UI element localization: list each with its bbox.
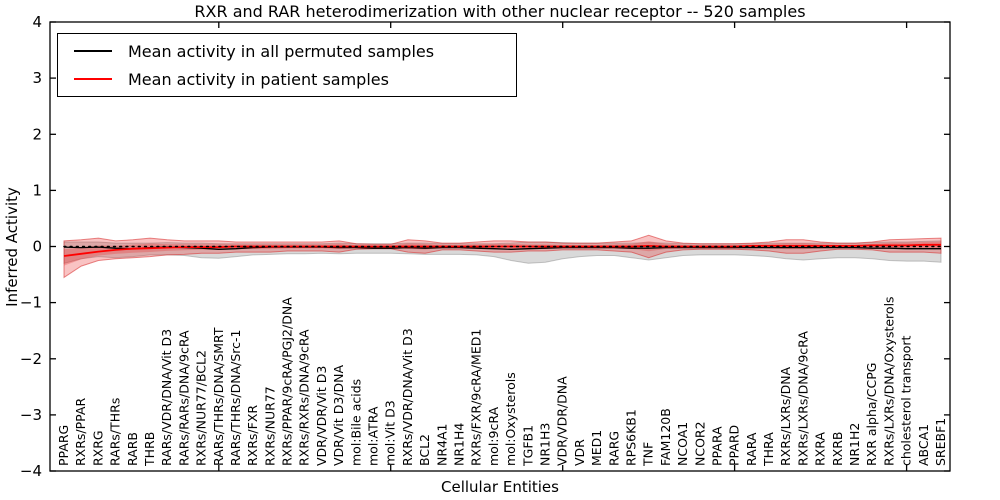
legend-item-patient: Mean activity in patient samples — [58, 70, 516, 89]
legend-label-patient: Mean activity in patient samples — [128, 69, 389, 89]
legend-label-permuted: Mean activity in all permuted samples — [128, 41, 435, 61]
x-tick-label: RXRs/NUR77/BCL2 — [194, 350, 209, 466]
x-tick-label: PPARG — [56, 425, 71, 466]
x-tick-label: RXRs/FXR/9cRA/MED1 — [469, 329, 484, 466]
x-tick-label: NCOA1 — [675, 422, 690, 466]
x-tick-label: NR1H3 — [538, 423, 553, 466]
x-tick-label: mol:9cRA — [486, 406, 501, 466]
x-tick-label: RARs/RARs/DNA/9cRA — [176, 330, 191, 466]
x-tick-label: RARs/THRs — [108, 398, 123, 466]
x-tick-label: RXRs/NUR77 — [262, 386, 277, 466]
legend-line-sample-red — [74, 78, 112, 80]
x-tick-label: NCOR2 — [692, 421, 707, 466]
x-tick-label: RARB — [125, 432, 140, 466]
x-tick-label: VDR/VDR/DNA — [555, 376, 570, 466]
x-tick-label: RXRs/VDR/DNA/Vit D3 — [400, 328, 415, 466]
chart-title: RXR and RAR heterodimerization with othe… — [194, 2, 806, 21]
x-tick-label: RARs/THRs/DNA/Src-1 — [228, 330, 243, 466]
patient-mean-line — [63, 243, 941, 257]
x-tick-label: RXRG — [90, 430, 105, 466]
x-tick-label: THRA — [761, 432, 776, 467]
legend: Mean activity in all permuted samples Me… — [57, 33, 517, 97]
x-tick-label: VDR/Vit D3/DNA — [331, 365, 346, 466]
y-tick-label: −4 — [20, 462, 42, 480]
x-tick-label: VDR/VDR/Vit D3 — [314, 366, 329, 466]
x-tick-label: RXRs/FXR — [245, 405, 260, 466]
x-tick-label: TNF — [641, 442, 656, 467]
legend-item-permuted: Mean activity in all permuted samples — [58, 42, 516, 61]
x-tick-label: ABCA1 — [916, 424, 931, 466]
x-tick-label: BCL2 — [417, 434, 432, 466]
y-tick-label: 0 — [32, 238, 42, 256]
x-tick-label: mol:Bile acids — [348, 379, 363, 466]
x-tick-label: RXRs/LXRs/DNA/9cRA — [795, 331, 810, 466]
x-tick-label: RXRB — [830, 431, 845, 466]
x-tick-label: SREBF1 — [933, 418, 948, 466]
x-tick-label: PPARA — [710, 426, 725, 466]
x-tick-label: NR4A1 — [434, 424, 449, 467]
x-tick-label: RXR alpha/CCPG — [864, 363, 879, 466]
y-tick-label: −1 — [20, 294, 42, 312]
x-tick-label: mol:Vit D3 — [383, 400, 398, 466]
x-tick-label: RXRs/PPAR/9cRA/PGJ2/DNA — [280, 297, 295, 466]
x-tick-label: RARG — [606, 431, 621, 466]
y-tick-label: −2 — [20, 350, 42, 368]
y-tick-label: −3 — [20, 406, 42, 424]
x-tick-label: MED1 — [589, 430, 604, 466]
x-tick-label: RXRs/LXRs/DNA — [778, 366, 793, 466]
y-tick-label: 3 — [32, 69, 42, 87]
y-tick-label: 2 — [32, 125, 42, 143]
x-tick-label: VDR — [572, 439, 587, 466]
y-tick-label: 1 — [32, 181, 42, 199]
x-tick-label: RARs/THRs/DNA/SMRT — [211, 327, 226, 466]
x-tick-label: RARA — [744, 432, 759, 466]
x-tick-label: RARs/VDR/DNA/Vit D3 — [159, 329, 174, 466]
x-tick-label: TGFB1 — [520, 425, 535, 467]
x-tick-label: RPS6KB1 — [624, 409, 639, 466]
x-tick-label: NR1H4 — [452, 423, 467, 466]
x-tick-label: mol:ATRA — [366, 406, 381, 466]
x-tick-label: PPARD — [727, 425, 742, 466]
x-tick-label: FAM120B — [658, 408, 673, 466]
x-tick-label: RXRs/LXRs/DNA/Oxysterols — [881, 296, 896, 466]
x-tick-label: cholesterol transport — [899, 335, 914, 466]
x-tick-label: THRB — [142, 432, 157, 467]
legend-line-sample-black — [74, 50, 112, 52]
permuted-mean-line — [63, 246, 941, 250]
x-tick-label: NR1H2 — [847, 423, 862, 466]
x-tick-label: RXRs/RXRs/DNA/9cRA — [297, 329, 312, 466]
x-axis-label: Cellular Entities — [441, 478, 559, 496]
y-axis-label: Inferred Activity — [3, 187, 21, 307]
x-tick-label: RXRA — [813, 432, 828, 466]
y-tick-label: 4 — [32, 13, 42, 31]
x-tick-label: mol:Oxysterols — [503, 372, 518, 466]
x-tick-label: RXRs/PPAR — [73, 398, 88, 466]
